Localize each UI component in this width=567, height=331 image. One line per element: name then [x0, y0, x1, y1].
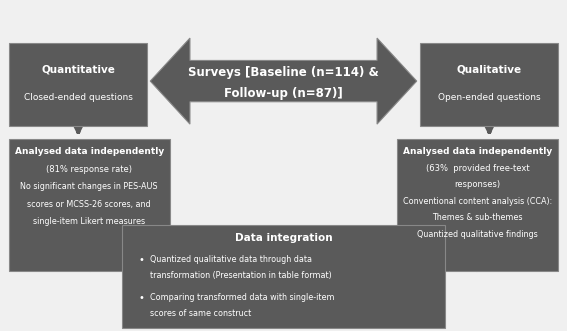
- Text: scores of same construct: scores of same construct: [150, 309, 252, 318]
- Text: Surveys [Baseline (n=114) &: Surveys [Baseline (n=114) &: [188, 66, 379, 79]
- Text: Qualitative: Qualitative: [456, 65, 522, 74]
- Text: Data integration: Data integration: [235, 233, 332, 243]
- FancyBboxPatch shape: [9, 43, 147, 126]
- Text: •: •: [139, 293, 145, 303]
- Polygon shape: [150, 38, 417, 124]
- Text: Conventional content analysis (CCA):: Conventional content analysis (CCA):: [403, 197, 552, 206]
- Text: scores or MCSS-26 scores, and: scores or MCSS-26 scores, and: [27, 200, 151, 209]
- Text: Quantized qualitative data through data: Quantized qualitative data through data: [150, 255, 312, 264]
- Text: No significant changes in PES-AUS: No significant changes in PES-AUS: [20, 182, 158, 191]
- FancyBboxPatch shape: [420, 43, 558, 126]
- Text: (63%  provided free-text: (63% provided free-text: [426, 164, 530, 173]
- Text: transformation (Presentation in table format): transformation (Presentation in table fo…: [150, 271, 332, 280]
- Text: Comparing transformed data with single-item: Comparing transformed data with single-i…: [150, 293, 335, 302]
- Text: Open-ended questions: Open-ended questions: [438, 93, 540, 102]
- Text: Themes & sub-themes: Themes & sub-themes: [433, 213, 523, 222]
- FancyBboxPatch shape: [397, 139, 558, 271]
- Text: Analysed data independently: Analysed data independently: [403, 147, 552, 156]
- Text: Quantized qualitative findings: Quantized qualitative findings: [417, 230, 538, 239]
- Text: Quantitative: Quantitative: [41, 65, 115, 74]
- Text: responses): responses): [455, 180, 501, 189]
- Text: Follow-up (n=87)]: Follow-up (n=87)]: [224, 87, 343, 100]
- Text: Analysed data independently: Analysed data independently: [15, 147, 164, 156]
- FancyBboxPatch shape: [9, 139, 170, 271]
- Text: (81% response rate): (81% response rate): [46, 165, 132, 174]
- Text: Closed-ended questions: Closed-ended questions: [23, 93, 133, 102]
- Text: single-item Likert measures: single-item Likert measures: [33, 217, 145, 226]
- FancyBboxPatch shape: [122, 225, 445, 328]
- Text: •: •: [139, 255, 145, 265]
